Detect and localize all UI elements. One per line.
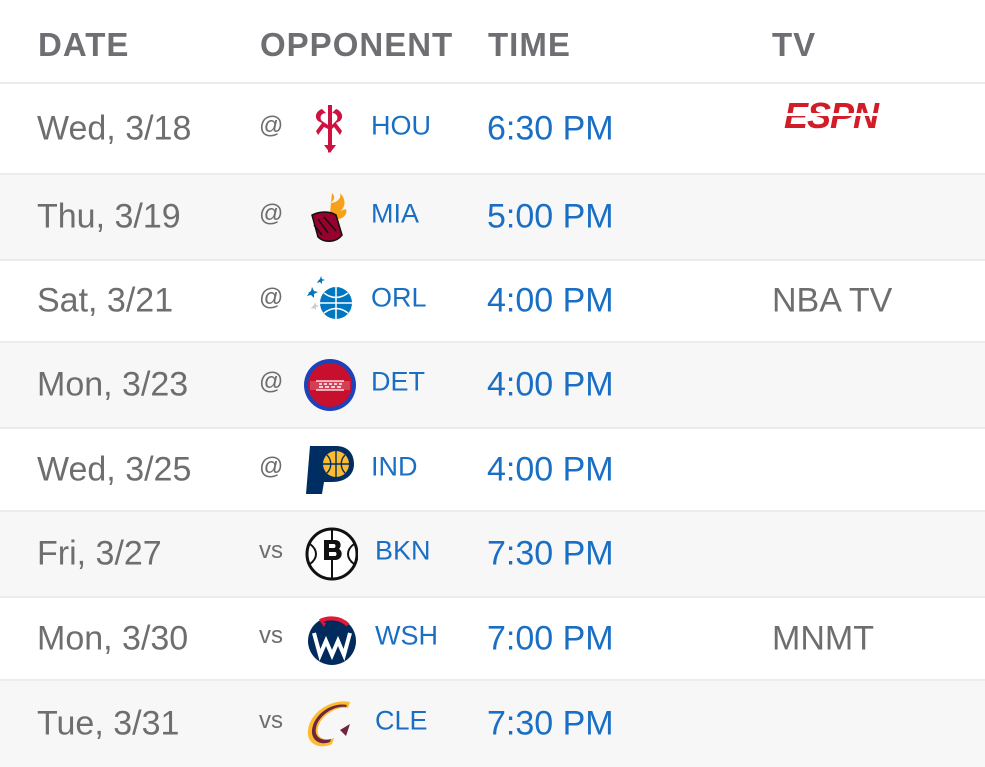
game-date: Wed, 3/25 <box>37 450 192 488</box>
nets-logo-icon <box>302 526 358 582</box>
opponent-team-link[interactable]: ORL <box>371 282 427 313</box>
opponent-team-link[interactable]: HOU <box>371 109 431 140</box>
game-location-prefix: @ <box>259 200 284 228</box>
game-time[interactable]: 7:00 PM <box>487 619 614 657</box>
table-row[interactable]: Mon, 3/23 @ DET 4:00 PM <box>0 343 985 429</box>
espn-logo-text: ESPN <box>784 99 880 135</box>
table-row[interactable]: Mon, 3/30 vs WSH 7:00 PM MNMT <box>0 598 985 681</box>
table-header: DATE OPPONENT TIME TV <box>0 0 985 84</box>
game-time[interactable]: 4:00 PM <box>487 281 614 320</box>
game-time[interactable]: 7:30 PM <box>487 534 614 573</box>
table-row[interactable]: Fri, 3/27 vs BKN 7:30 PM <box>0 512 985 598</box>
espn-logo: ESPN <box>770 99 892 135</box>
game-location-prefix: @ <box>259 111 284 139</box>
pistons-logo-icon <box>302 357 358 413</box>
pacers-logo-icon <box>302 442 358 498</box>
opponent-team-link[interactable]: WSH <box>375 619 438 650</box>
game-location-prefix: @ <box>259 368 284 396</box>
game-time[interactable]: 7:30 PM <box>487 704 614 743</box>
header-opponent: OPPONENT <box>260 26 454 63</box>
tv-network: MNMT <box>772 619 874 657</box>
table-row[interactable]: Sat, 3/21 @ ORL 4:00 PM NBA TV <box>0 261 985 343</box>
game-time[interactable]: 4:00 PM <box>487 365 614 404</box>
rockets-logo-icon <box>302 101 358 157</box>
game-location-prefix: vs <box>259 621 283 649</box>
header-date: DATE <box>38 26 130 63</box>
opponent-team-link[interactable]: BKN <box>375 535 431 566</box>
heat-logo-icon <box>302 189 358 245</box>
game-location-prefix: @ <box>259 284 284 312</box>
wizards-logo-icon <box>302 611 358 667</box>
game-date: Fri, 3/27 <box>37 534 162 573</box>
table-row[interactable]: Wed, 3/18 @ HOU 6:30 PM ESPN <box>0 84 985 175</box>
game-location-prefix: @ <box>259 452 284 480</box>
game-time[interactable]: 5:00 PM <box>487 197 614 236</box>
game-date: Tue, 3/31 <box>37 704 180 743</box>
opponent-team-link[interactable]: MIA <box>371 198 420 229</box>
game-location-prefix: vs <box>259 707 283 735</box>
table-row[interactable]: Tue, 3/31 vs CLE 7:30 PM <box>0 681 985 767</box>
tv-network: NBA TV <box>772 281 893 320</box>
cavaliers-logo-icon <box>302 696 358 752</box>
magic-logo-icon <box>302 273 358 329</box>
header-time: TIME <box>488 26 571 63</box>
table-row[interactable]: Thu, 3/19 @ MIA 5:00 PM <box>0 175 985 261</box>
game-time[interactable]: 4:00 PM <box>487 450 614 488</box>
game-date: Wed, 3/18 <box>37 109 192 147</box>
opponent-team-link[interactable]: DET <box>371 366 425 397</box>
table-row[interactable]: Wed, 3/25 @ IND 4:00 PM <box>0 429 985 512</box>
opponent-team-link[interactable]: IND <box>371 450 418 481</box>
game-date: Thu, 3/19 <box>37 197 181 236</box>
game-date: Mon, 3/23 <box>37 365 189 404</box>
game-date: Mon, 3/30 <box>37 619 189 657</box>
header-tv: TV <box>772 26 817 63</box>
game-time[interactable]: 6:30 PM <box>487 109 614 147</box>
game-location-prefix: vs <box>259 537 283 565</box>
game-date: Sat, 3/21 <box>37 281 174 320</box>
opponent-team-link[interactable]: CLE <box>375 705 428 736</box>
